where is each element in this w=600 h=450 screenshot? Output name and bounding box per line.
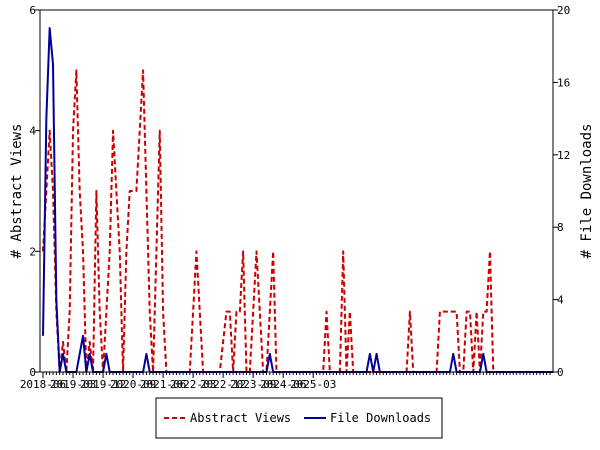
y2-axis-title: # File Downloads — [579, 124, 595, 259]
x-tick-label: 2019-03 — [50, 378, 96, 391]
x-tick-label: 2019-12 — [80, 378, 126, 391]
x-tick-label: 2021-06 — [140, 378, 186, 391]
y2-tick-label: 20 — [557, 4, 570, 17]
legend-label-file-downloads: File Downloads — [330, 411, 431, 425]
x-tick-label: 2024-06 — [260, 378, 306, 391]
x-tick-label: 2022-12 — [200, 378, 246, 391]
y-axis-title: # Abstract Views — [9, 124, 25, 259]
x-tick-label: 2023-09 — [230, 378, 276, 391]
axis-layer: 0 2 4 6 0 4 8 12 16 20 2018-062019-032019-122020-0… — [20, 4, 570, 391]
y2-tick-label: 12 — [557, 149, 570, 162]
legend-box — [155, 397, 443, 439]
x-tick-label: 2020-09 — [110, 378, 156, 391]
y2-tick-label: 16 — [557, 76, 570, 89]
x-tick-label: 2025-03 — [290, 378, 336, 391]
x-tick-label: 2018-06 — [20, 378, 66, 391]
y-tick-label: 6 — [29, 4, 36, 17]
y-tick-label: 0 — [29, 366, 36, 379]
legend: Abstract Views File Downloads — [155, 397, 443, 439]
y2-tick-label: 4 — [557, 294, 564, 307]
y-tick-label: 4 — [29, 125, 36, 138]
y-tick-label: 2 — [29, 245, 36, 258]
y2-tick-label: 8 — [557, 221, 564, 234]
x-tick-label: 2022-03 — [170, 378, 216, 391]
y2-tick-label: 0 — [557, 366, 564, 379]
legend-label-abstract-views: Abstract Views — [190, 411, 291, 425]
